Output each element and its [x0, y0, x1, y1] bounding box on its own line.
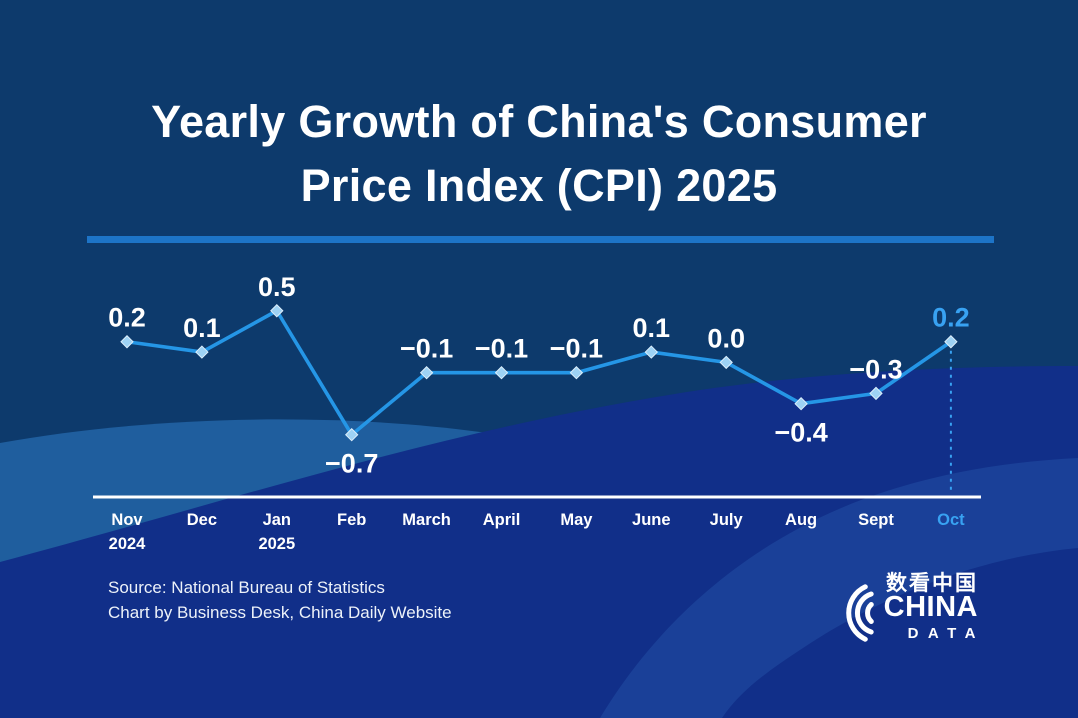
data-point-marker — [794, 397, 808, 411]
data-point-label: −0.1 — [400, 334, 453, 364]
data-point-label: −0.1 — [475, 334, 528, 364]
data-point-marker — [494, 366, 509, 380]
data-point-label: 0.2 — [108, 303, 146, 333]
data-point-label: 0.5 — [258, 272, 296, 302]
x-axis-label: Aug — [785, 511, 817, 529]
background-swoosh-inner — [600, 458, 1078, 718]
x-axis-label: Sept — [858, 511, 894, 529]
x-axis-label: Jan — [263, 511, 291, 529]
china-data-logo: 数看中国 CHINA DATA — [843, 567, 978, 652]
data-point-label: −0.1 — [550, 334, 603, 364]
x-axis-year-label: 2025 — [258, 535, 295, 553]
signal-arcs-icon — [846, 584, 874, 642]
x-axis-label: May — [560, 511, 593, 529]
chart-title-line2: Price Index (CPI) 2025 — [300, 160, 778, 211]
data-point-marker — [419, 366, 434, 380]
x-axis-label: Feb — [337, 511, 366, 529]
data-point-label: 0.0 — [707, 323, 745, 353]
data-point-label: 0.1 — [183, 313, 221, 343]
source-credit: Source: National Bureau of Statistics Ch… — [108, 575, 452, 625]
cpi-trend-line — [125, 308, 953, 437]
data-point-label: 0.2 — [932, 303, 970, 333]
credit-line: Chart by Business Desk, China Daily Webs… — [108, 603, 452, 622]
logo-name-bottom: DATA — [907, 625, 985, 642]
data-point-marker — [944, 335, 958, 349]
x-axis-label: June — [632, 511, 671, 529]
x-axis-year-label: 2024 — [109, 535, 147, 553]
x-axis-label: Dec — [187, 511, 217, 529]
logo-name-top: CHINA — [883, 591, 978, 623]
x-axis-label: July — [710, 511, 744, 529]
data-point-marker — [569, 366, 584, 380]
data-point-marker — [195, 345, 209, 359]
x-axis-label: Nov — [111, 511, 143, 529]
chart-title: Yearly Growth of China's Consumer Price … — [0, 90, 1078, 218]
source-line: Source: National Bureau of Statistics — [108, 578, 385, 597]
x-axis-label: Oct — [937, 511, 965, 529]
title-divider-bar — [87, 236, 994, 243]
data-point-marker — [344, 428, 359, 442]
data-point-marker — [719, 355, 733, 370]
data-point-label: 0.1 — [633, 313, 671, 343]
data-point-label: −0.7 — [325, 449, 378, 479]
data-point-marker — [270, 304, 284, 318]
data-point-label: −0.3 — [849, 354, 902, 384]
data-point-marker — [869, 386, 883, 401]
data-point-marker — [644, 345, 659, 359]
background-swoosh-royal — [0, 366, 1078, 718]
x-axis-label: April — [483, 511, 521, 529]
x-axis-label: March — [402, 511, 451, 529]
data-point-label: −0.4 — [774, 418, 827, 448]
data-point-marker — [120, 335, 134, 349]
chart-title-line1: Yearly Growth of China's Consumer — [151, 96, 927, 147]
logo-chinese-text: 数看中国 — [886, 572, 978, 595]
